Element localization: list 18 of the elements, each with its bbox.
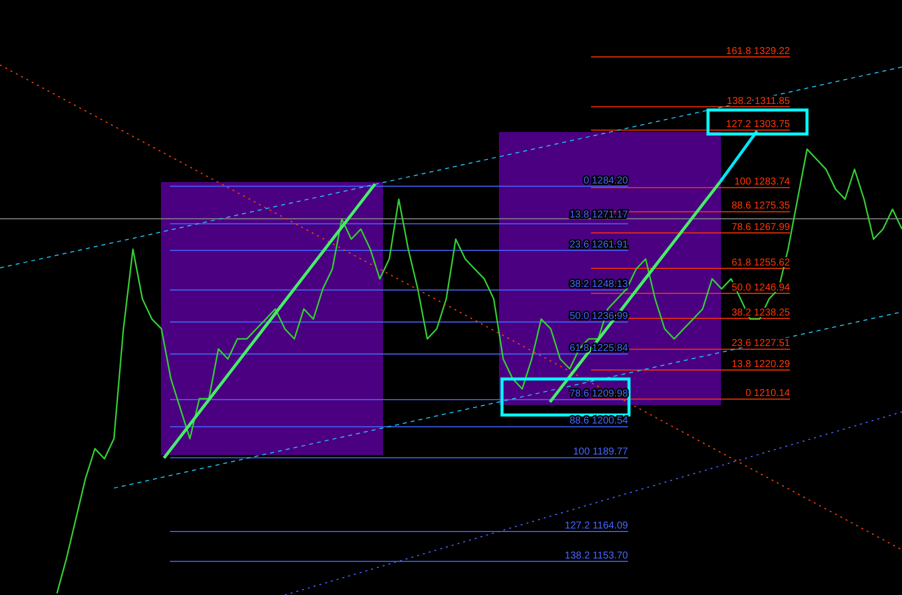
ref-line-label: 78.6 1267.99 [732,222,790,233]
ref-line-label: 127.2 1303.75 [726,119,790,130]
ref-line-label: 78.6 1209.98 [570,388,628,400]
ref-line-label: 13.8 1271.17 [570,210,628,221]
ref-line-label: 88.6 1275.35 [732,200,790,212]
ref-line-label: 0 1284.20 [584,175,628,186]
ref-line-label: 88.6 1200.54 [570,416,628,427]
ref-line-label: 13.8 1220.29 [732,358,790,370]
ref-line-label: 0 1210.14 [746,388,790,400]
ref-line-label: 23.6 1227.51 [732,338,790,350]
ref-line-label: 161.8 1329.22 [726,46,790,57]
ref-line-label: 23.6 1261.91 [570,239,628,250]
ref-line-label: 127.2 1164.09 [564,520,628,532]
ref-line-label: 38.2 1248.13 [570,278,628,290]
ref-line-label: 100 1283.74 [734,176,790,188]
ref-line-label: 100 1189.77 [573,446,628,458]
ref-line-label: 138.2 1311.85 [726,96,790,107]
ref-line-label: 138.2 1153.70 [564,550,628,562]
